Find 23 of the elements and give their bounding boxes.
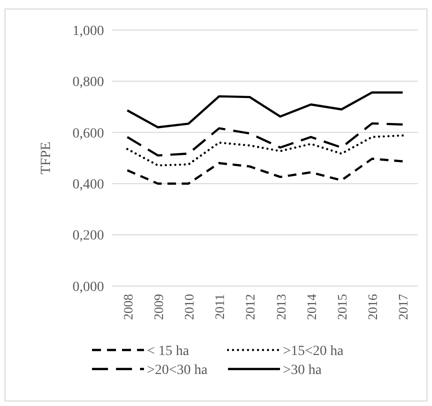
line-series [126,91,404,128]
y-tick-label: 0,800 [72,75,104,90]
line-series [126,158,404,185]
y-tick-label: 0,200 [72,228,104,244]
y-axis-title: TFPE [39,142,54,174]
x-tick-label: 2011 [212,294,228,320]
y-tick-label: 0,400 [72,178,104,192]
x-tick-label: 2013 [273,294,288,320]
legend-label: >30 ha [283,362,322,378]
y-tick-label: 0,600 [72,126,104,142]
x-tick-label: 2009 [150,294,166,320]
y-tick-label: 0,000 [72,280,104,295]
x-tick-label: 2010 [182,294,196,320]
legend-label: >15<20 ha [283,344,344,359]
x-tick-label: 2014 [304,294,319,320]
legend-label: < 15 ha [147,344,190,359]
x-tick-label: 2015 [334,294,350,320]
x-tick-label: 2017 [396,294,411,320]
legend-label: >20<30 ha [147,362,208,378]
y-tick-label: 1,000 [72,24,104,39]
x-tick-label: 2016 [365,294,380,320]
x-tick-label: 2008 [120,294,136,320]
x-tick-label: 2012 [242,294,258,320]
